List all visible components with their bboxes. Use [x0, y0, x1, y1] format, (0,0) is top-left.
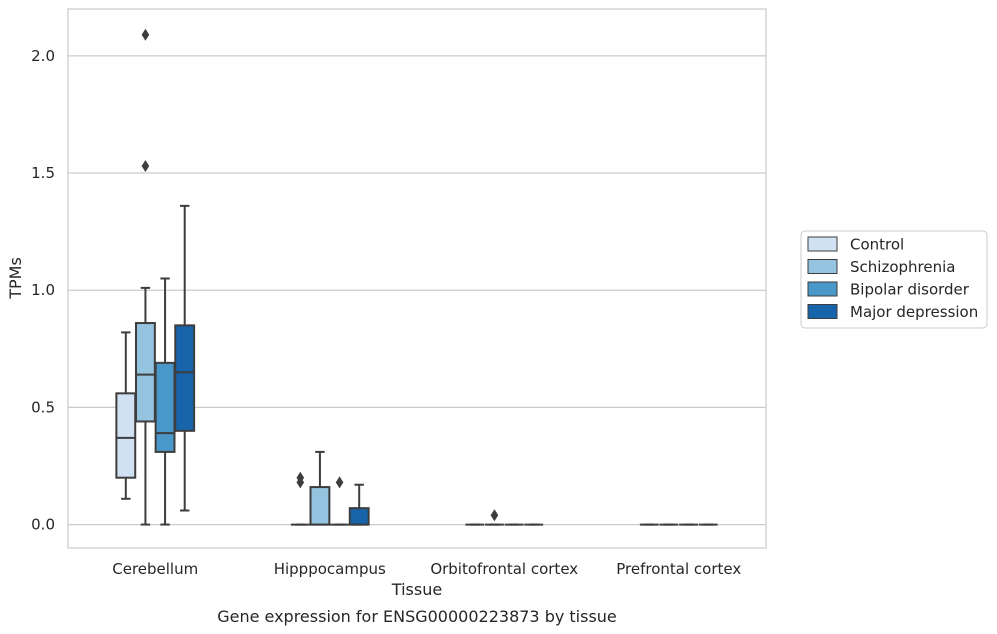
box-plot-marks	[115, 28, 718, 526]
x-tick-label: Prefrontal cortex	[616, 560, 741, 578]
y-tick-label: 1.0	[31, 281, 55, 299]
box	[154, 361, 176, 453]
box-group	[174, 204, 196, 512]
legend-label: Schizophrenia	[850, 258, 955, 276]
gridlines	[68, 55, 766, 526]
box-group	[115, 331, 137, 500]
box-group	[485, 509, 504, 526]
box-group	[348, 483, 370, 526]
legend-swatch	[807, 281, 838, 297]
outlier-point	[141, 28, 150, 41]
y-tick-label: 0.5	[31, 398, 55, 416]
legend-label: Control	[850, 236, 904, 254]
legend-items: Control Schizophrenia Bipolar disorder Majo…	[807, 236, 978, 321]
legend-swatch	[807, 304, 838, 319]
box-group	[135, 28, 156, 526]
x-tick-label: Orbitofrontal cortex	[430, 560, 578, 578]
legend-swatch	[807, 236, 838, 252]
box	[115, 392, 137, 479]
y-tick-label: 1.5	[31, 164, 55, 182]
legend-swatch	[807, 259, 838, 274]
x-axis-title: Tissue	[391, 580, 442, 599]
box-group	[309, 450, 331, 526]
box	[135, 322, 156, 423]
plot-frame	[67, 8, 767, 549]
legend-label: Bipolar disorder	[850, 281, 970, 299]
y-tick-label: 0.0	[31, 516, 55, 534]
legend: Control Schizophrenia Bipolar disorder Majo…	[800, 230, 988, 329]
x-tick-label: Cerebellum	[112, 560, 198, 578]
x-tick-labels: Cerebellum Hipppocampus Orbitofrontal cort…	[112, 560, 741, 578]
box-group	[154, 277, 176, 526]
box	[348, 507, 370, 526]
outlier-point	[296, 471, 305, 484]
box	[174, 324, 196, 432]
outlier-point	[141, 160, 150, 173]
y-tick-label: 2.0	[31, 47, 55, 65]
chart-title: Gene expression for ENSG00000223873 by t…	[217, 607, 617, 626]
box	[309, 486, 331, 526]
y-tick-labels: 0.0 0.5 1.0 1.5 2.0	[31, 47, 55, 534]
legend-label: Major depression	[850, 303, 978, 321]
y-axis-title: TPMs	[6, 257, 25, 300]
outlier-point	[335, 476, 344, 489]
legend-frame	[800, 230, 988, 329]
outlier-point	[490, 509, 499, 522]
box-group	[330, 476, 349, 526]
x-tick-label: Hipppocampus	[274, 560, 386, 578]
box-group	[290, 471, 310, 526]
